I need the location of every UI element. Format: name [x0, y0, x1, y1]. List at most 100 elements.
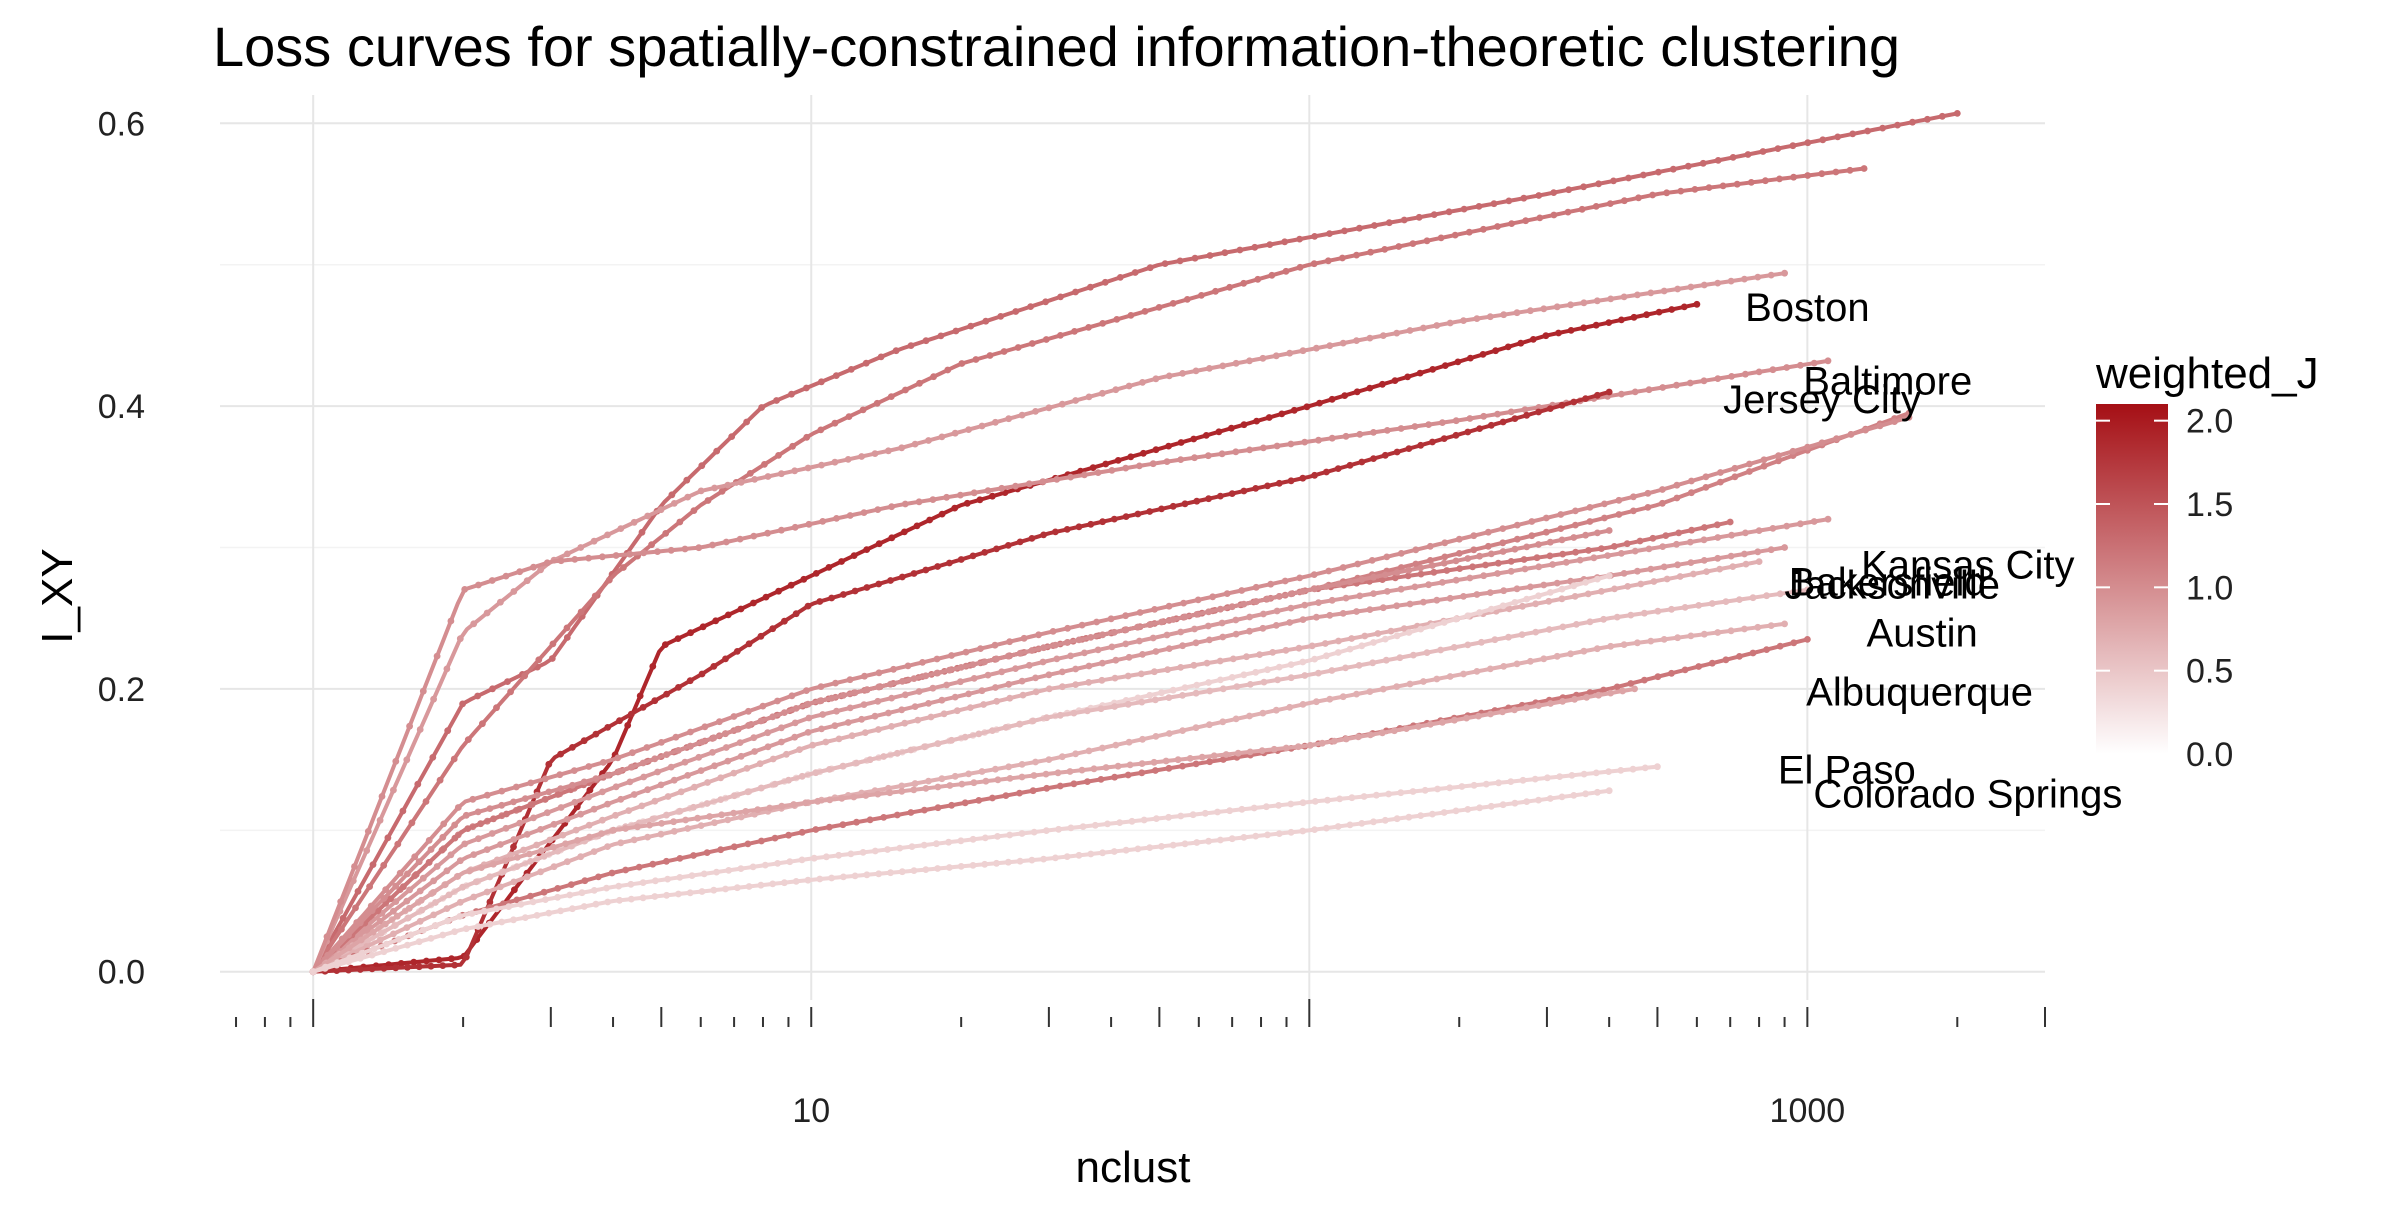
series-point — [1620, 570, 1628, 577]
series-point — [1519, 776, 1527, 784]
series-point — [1606, 200, 1614, 208]
series-point — [927, 713, 935, 721]
series-point — [451, 928, 458, 936]
series-point — [781, 879, 788, 887]
series-point — [938, 510, 946, 518]
series-point — [1153, 815, 1160, 822]
series-point — [1158, 618, 1165, 626]
series-point — [1251, 243, 1259, 251]
series-point — [792, 705, 800, 712]
series-point — [571, 556, 579, 563]
series-point — [1466, 415, 1474, 422]
series-point — [1252, 832, 1260, 840]
series-point — [559, 831, 567, 839]
series-point — [1122, 626, 1130, 634]
series-point — [1582, 531, 1589, 539]
series-points — [309, 787, 1613, 976]
series-point — [1169, 616, 1177, 623]
series-point — [1146, 508, 1154, 515]
series-point — [1570, 398, 1578, 406]
series-point — [1275, 830, 1283, 837]
series-point — [1571, 593, 1579, 600]
series-point — [965, 690, 972, 698]
series-point — [969, 835, 977, 843]
series-point — [911, 703, 919, 710]
series-point — [1513, 660, 1521, 668]
series-point — [590, 848, 598, 855]
series-points — [309, 620, 1788, 976]
series-point — [757, 632, 765, 640]
series-point — [499, 868, 507, 876]
series-point — [1311, 798, 1319, 805]
series-point — [1605, 388, 1613, 396]
series-point — [703, 849, 711, 856]
series-point — [1700, 377, 1708, 385]
series-point — [658, 820, 665, 827]
series-point — [1342, 735, 1350, 743]
series-line-group — [309, 527, 1613, 976]
series-point — [984, 671, 992, 679]
y-tick-label: 0.4 — [98, 388, 145, 426]
series-point — [498, 787, 506, 795]
series-point — [1618, 550, 1625, 557]
series-point — [913, 522, 921, 530]
series-point — [1128, 817, 1136, 825]
series-point — [1673, 481, 1681, 489]
series-point — [958, 360, 966, 367]
series-point — [450, 755, 458, 763]
series-point — [1177, 628, 1185, 636]
series-point — [1520, 556, 1528, 563]
series-point — [664, 875, 671, 883]
series-point — [644, 786, 651, 794]
series-point — [1700, 630, 1708, 638]
series-point — [1395, 243, 1403, 250]
series-point — [1549, 561, 1556, 568]
series-point — [754, 806, 762, 814]
series-point — [1702, 484, 1710, 491]
series-point — [873, 399, 881, 407]
series-point — [1323, 583, 1330, 590]
series-point — [626, 550, 634, 558]
series-point — [991, 641, 999, 649]
series-point — [622, 866, 629, 874]
series-point — [1487, 421, 1495, 429]
series-point — [670, 500, 678, 507]
series-point — [1687, 559, 1695, 566]
series-point — [1019, 691, 1027, 699]
series-point — [1891, 418, 1898, 425]
series-point — [1499, 539, 1507, 547]
series-point — [946, 864, 953, 871]
series-point — [604, 843, 611, 850]
series-point — [403, 924, 411, 931]
series-point — [733, 884, 741, 892]
series-point — [1085, 324, 1092, 331]
series-point — [1729, 154, 1737, 161]
series-line-group — [309, 515, 1832, 976]
series-point — [1655, 308, 1663, 316]
series-point — [1553, 579, 1561, 587]
series-point — [1016, 720, 1023, 728]
series-point — [1099, 659, 1106, 667]
series-point — [1045, 756, 1053, 763]
series-point — [893, 749, 901, 757]
series-point — [1264, 482, 1271, 490]
series-point — [1775, 452, 1782, 459]
series-point — [1879, 124, 1886, 132]
series-point — [1205, 837, 1212, 845]
series-point — [713, 447, 721, 455]
series-point — [1238, 587, 1246, 594]
series-point — [1417, 564, 1425, 572]
series-point — [1116, 274, 1124, 281]
series-point — [521, 672, 529, 680]
series-point — [368, 907, 376, 914]
series-point — [513, 863, 521, 870]
series-point — [1040, 644, 1047, 652]
series-point — [1339, 693, 1347, 701]
series-point — [444, 727, 452, 735]
series-point — [370, 945, 378, 953]
series-point — [393, 912, 401, 920]
series-point — [725, 867, 733, 874]
series-point — [366, 883, 373, 890]
series-point — [1029, 787, 1037, 795]
series-point — [858, 453, 865, 460]
